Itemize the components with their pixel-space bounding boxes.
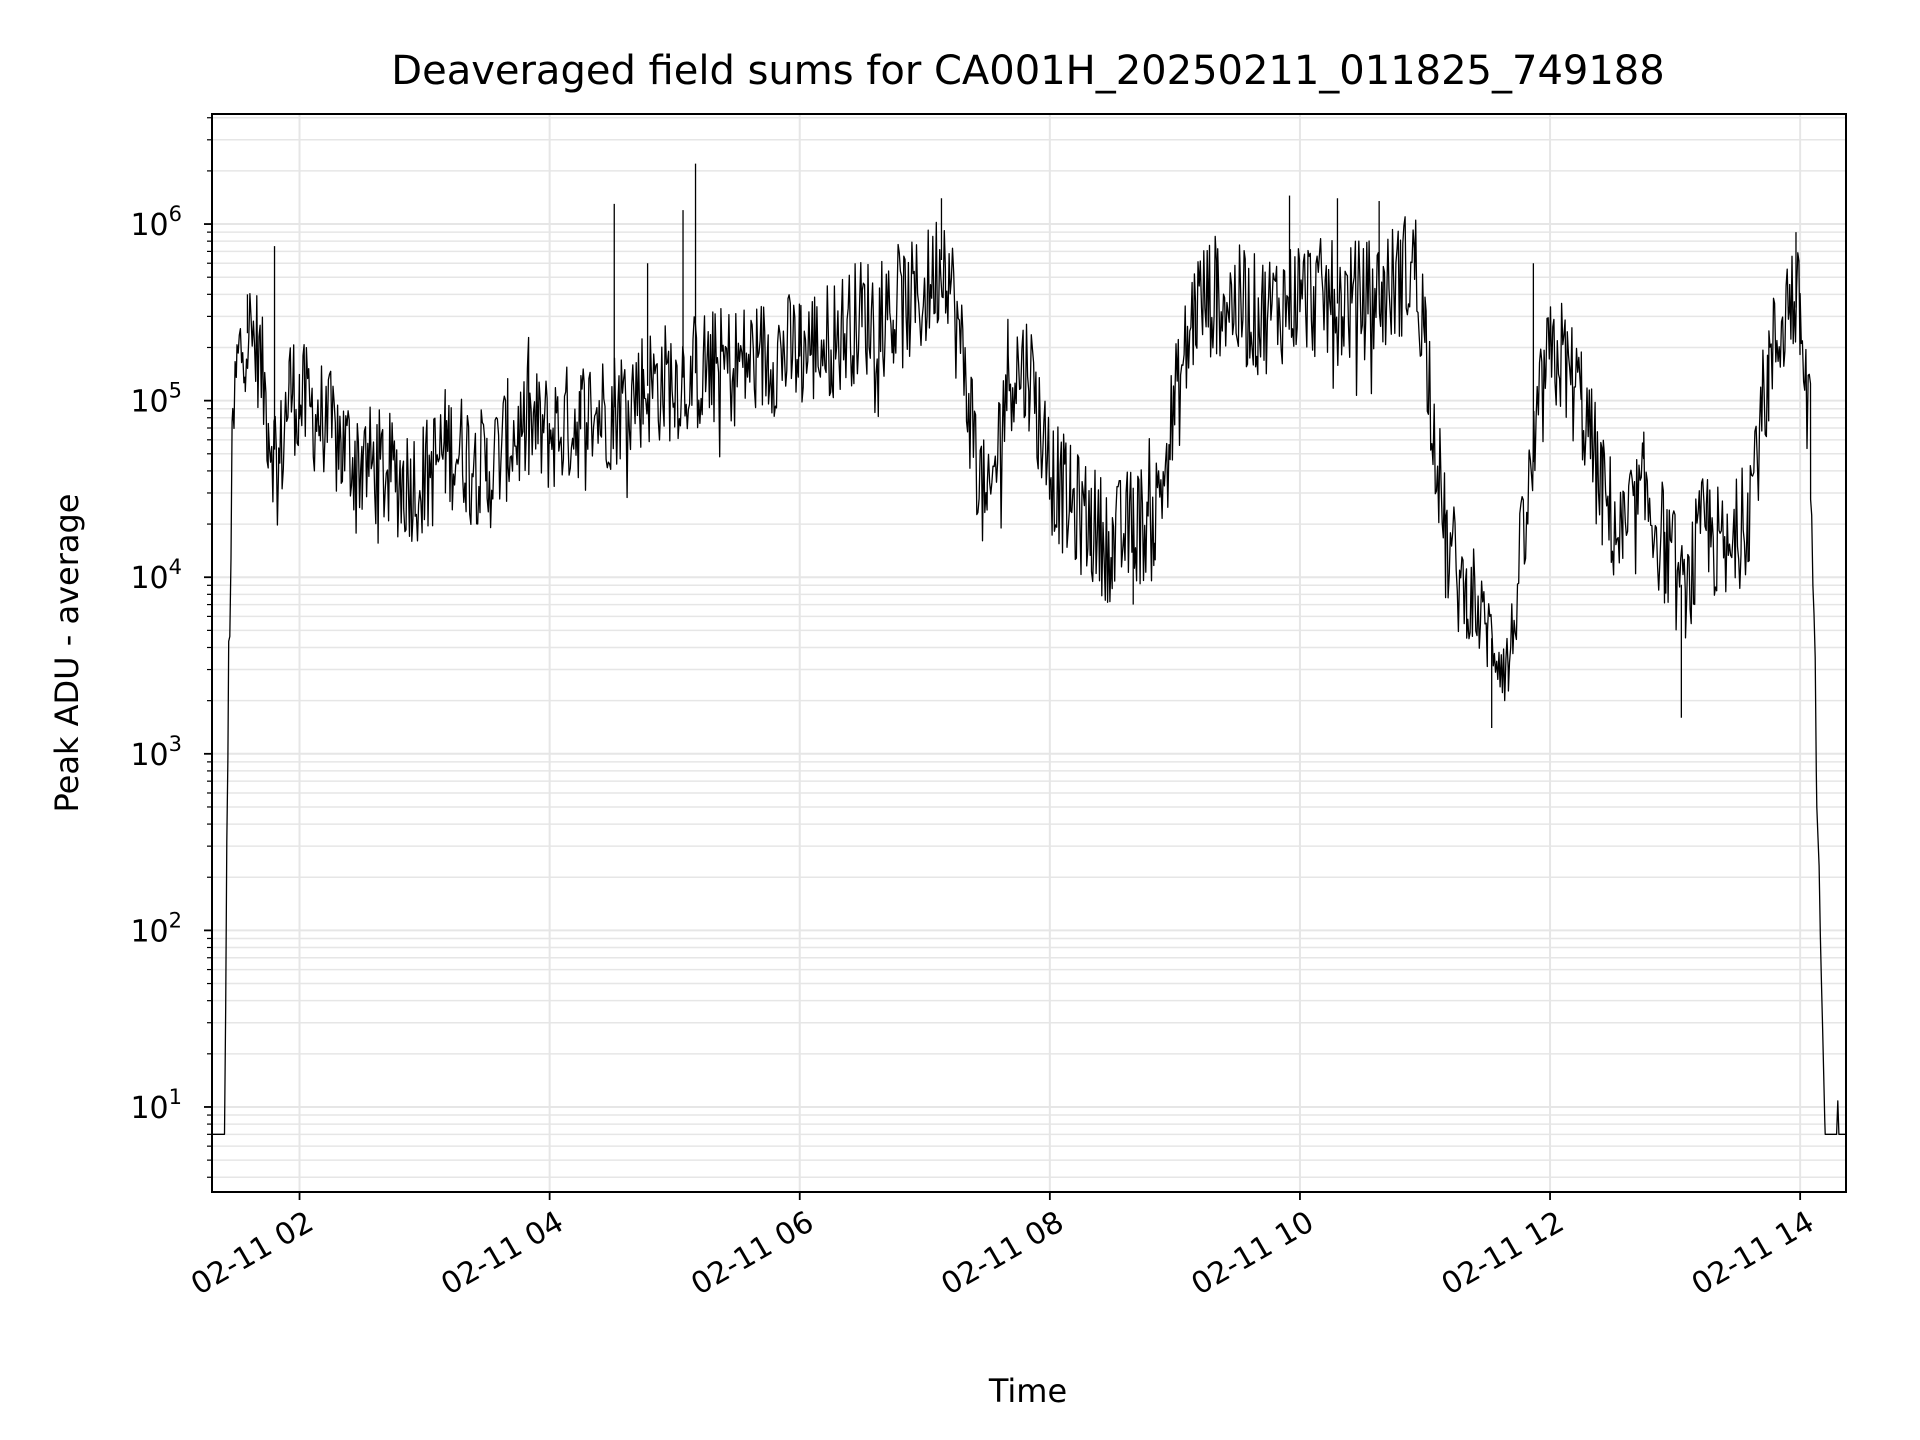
x-tick-label: 02-11 10 [1186, 1205, 1320, 1303]
y-tick-label: 105 [130, 379, 182, 420]
plot-area [212, 163, 1847, 1135]
y-axis-ticks: 101 102 103 104 105 106 [130, 117, 212, 1178]
grid [212, 114, 1846, 1192]
x-axis-label: Time [988, 1372, 1067, 1410]
x-tick-label: 02-11 12 [1436, 1205, 1570, 1303]
y-tick-label: 104 [130, 555, 182, 596]
x-tick-label: 02-11 02 [185, 1205, 319, 1303]
x-axis-ticks: 02-11 02 02-11 04 02-11 06 02-11 08 02-11 10… [185, 1192, 1820, 1302]
x-tick-label: 02-11 04 [435, 1205, 569, 1303]
y-tick-label: 106 [130, 202, 182, 243]
y-tick-label: 101 [130, 1085, 182, 1126]
y-axis-label: Peak ADU - average [48, 494, 86, 813]
x-tick-label: 02-11 08 [936, 1205, 1070, 1303]
chart-title: Deaveraged field sums for CA001H_2025021… [391, 48, 1664, 94]
y-tick-label: 103 [130, 732, 182, 773]
y-tick-label: 102 [130, 908, 182, 949]
x-tick-label: 02-11 06 [685, 1205, 819, 1303]
series-line [212, 216, 1847, 1135]
plot-frame [211, 113, 1847, 1193]
x-tick-label: 02-11 14 [1686, 1205, 1820, 1303]
